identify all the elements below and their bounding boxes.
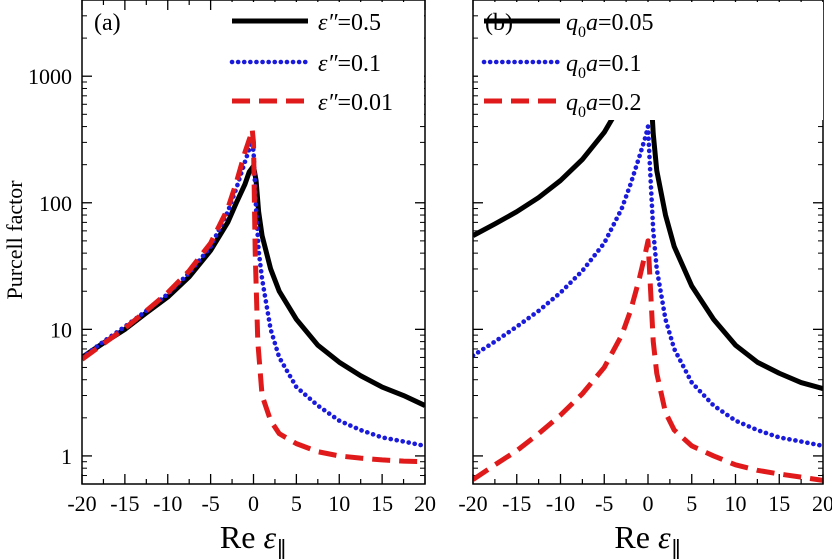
series-line-a-1: [82, 141, 425, 449]
plot-frame: [81, 0, 426, 485]
x-tick-label: 15: [371, 491, 393, 516]
series-line-a-2: [82, 126, 425, 465]
x-tick-label: 20: [812, 491, 832, 516]
x-axis-title: Re ε∥: [614, 519, 681, 559]
panel-label: (a): [94, 10, 121, 36]
x-axis-title: Re ε∥: [220, 519, 287, 559]
x-tick-label: 20: [414, 491, 436, 516]
legend-label: q0a=0.1: [566, 51, 642, 82]
x-tick-label: -15: [110, 491, 139, 516]
legend-label: ε″=0.01: [318, 90, 393, 116]
x-tick-label: -10: [546, 491, 575, 516]
x-tick-label: -20: [67, 491, 96, 516]
legend-label: ε″=0.1: [318, 51, 381, 77]
y-tick-label: 1000: [28, 64, 72, 89]
x-tick-label: 0: [643, 491, 654, 516]
x-tick-label: 10: [328, 491, 350, 516]
x-tick-label: -5: [595, 491, 613, 516]
x-tick-label: -15: [502, 491, 531, 516]
x-tick-label: -20: [458, 491, 487, 516]
x-tick-label: 5: [686, 491, 697, 516]
legend-label: ε″=0.5: [318, 10, 381, 36]
x-tick-label: 0: [248, 491, 259, 516]
y-axis-title: Purcell factor: [2, 180, 27, 300]
x-tick-label: 10: [725, 491, 747, 516]
panel-b: -20 -15 -10 -5 0 5 10 15 20 q0a=0.05 q0a=0.1 q0a=0.…: [458, 0, 832, 559]
x-tick-label: -5: [201, 491, 219, 516]
x-tick-label: -10: [153, 491, 182, 516]
panel-label: (b): [485, 10, 513, 36]
series-line-b-2: [473, 238, 823, 483]
series-line-b-1: [473, 124, 823, 449]
x-tick-label: 15: [768, 491, 790, 516]
y-tick-label: 1: [61, 444, 72, 469]
x-tick-label: 5: [291, 491, 302, 516]
legend-label: q0a=0.2: [566, 90, 642, 121]
panel-a: -20 -15 -10 -5 0 5 10 15 20 1 10 100 1000 ε″=0.5 ε″=0.…: [28, 0, 436, 559]
legend-label: q0a=0.05: [566, 10, 654, 41]
y-tick-label: 100: [39, 191, 72, 216]
plot-frame: [472, 0, 824, 485]
y-tick-label: 10: [50, 317, 72, 342]
